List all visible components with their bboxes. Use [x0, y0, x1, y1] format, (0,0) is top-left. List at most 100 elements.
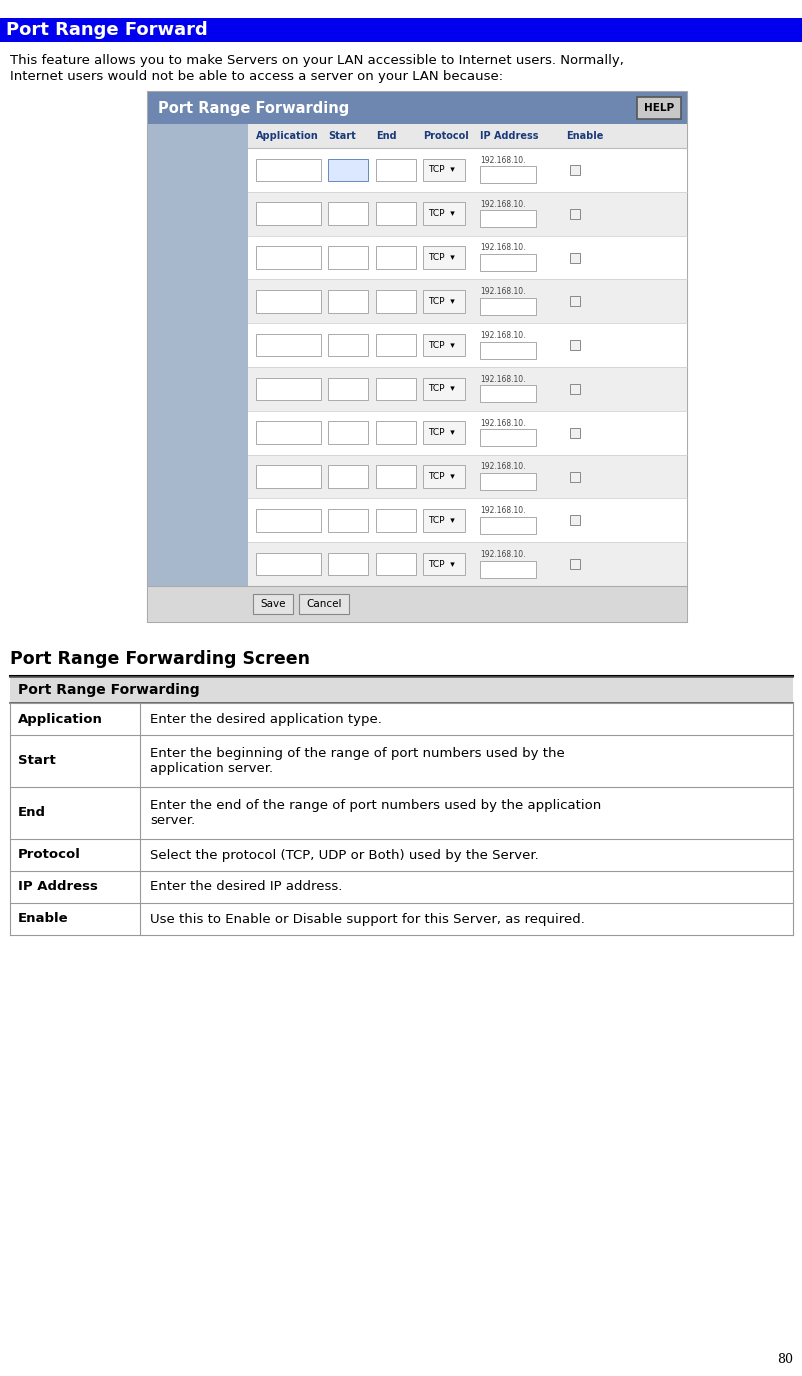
Bar — [423, 465, 464, 488]
Bar — [423, 421, 464, 444]
Bar — [256, 509, 321, 531]
Bar — [327, 465, 367, 488]
Bar — [423, 246, 464, 268]
Bar — [327, 158, 367, 182]
Bar — [248, 411, 687, 454]
Text: Enter the end of the range of port numbers used by the application: Enter the end of the range of port numbe… — [150, 799, 601, 812]
Bar — [480, 166, 535, 183]
Text: End: End — [18, 806, 46, 820]
Text: TCP  ▾: TCP ▾ — [427, 341, 454, 350]
Text: TCP  ▾: TCP ▾ — [427, 560, 454, 568]
Bar — [569, 165, 579, 175]
Bar — [375, 334, 415, 356]
Bar — [248, 498, 687, 542]
Text: Save: Save — [260, 599, 286, 610]
Bar — [0, 18, 802, 43]
Bar — [569, 384, 579, 394]
Bar — [327, 377, 367, 400]
Bar — [423, 334, 464, 356]
Text: Application: Application — [256, 131, 318, 140]
Bar — [636, 96, 680, 118]
Text: 192.168.10.: 192.168.10. — [480, 418, 525, 428]
Bar — [248, 279, 687, 323]
Bar — [327, 553, 367, 575]
Bar — [375, 509, 415, 531]
Bar — [375, 246, 415, 268]
Bar — [10, 703, 140, 735]
Bar — [248, 191, 687, 235]
Bar — [256, 158, 321, 182]
Text: This feature allows you to make Servers on your LAN accessible to Internet users: This feature allows you to make Servers … — [10, 54, 623, 67]
Bar — [10, 735, 140, 787]
Text: TCP  ▾: TCP ▾ — [427, 472, 454, 482]
Bar — [10, 787, 140, 839]
Bar — [140, 871, 792, 903]
Text: Internet users would not be able to access a server on your LAN because:: Internet users would not be able to acce… — [10, 70, 503, 83]
Text: 192.168.10.: 192.168.10. — [480, 200, 525, 209]
Bar — [480, 385, 535, 402]
Bar — [375, 158, 415, 182]
Text: TCP  ▾: TCP ▾ — [427, 253, 454, 261]
Text: Enter the desired IP address.: Enter the desired IP address. — [150, 881, 342, 893]
Text: Use this to Enable or Disable support for this Server, as required.: Use this to Enable or Disable support fo… — [150, 912, 584, 926]
Text: IP Address: IP Address — [18, 881, 98, 893]
Bar — [140, 903, 792, 936]
Bar — [256, 377, 321, 400]
Bar — [480, 255, 535, 271]
Text: 192.168.10.: 192.168.10. — [480, 332, 525, 340]
Bar — [569, 472, 579, 482]
Text: 80: 80 — [776, 1353, 792, 1366]
Bar — [480, 429, 535, 446]
Text: TCP  ▾: TCP ▾ — [427, 297, 454, 305]
Text: TCP  ▾: TCP ▾ — [427, 209, 454, 219]
Bar — [248, 367, 687, 411]
Bar — [375, 421, 415, 444]
Bar — [248, 124, 687, 622]
Bar — [140, 839, 792, 871]
Bar — [140, 787, 792, 839]
Bar — [327, 202, 367, 226]
Bar — [10, 903, 140, 936]
Text: 192.168.10.: 192.168.10. — [480, 462, 525, 472]
Text: End: End — [375, 131, 396, 140]
Bar — [256, 246, 321, 268]
Text: Enable: Enable — [18, 912, 68, 926]
Text: application server.: application server. — [150, 762, 273, 775]
Bar — [423, 202, 464, 226]
Bar — [327, 290, 367, 312]
Bar — [256, 334, 321, 356]
Text: Enable: Enable — [565, 131, 602, 140]
Text: Protocol: Protocol — [18, 849, 81, 861]
Text: Application: Application — [18, 713, 103, 725]
Text: 192.168.10.: 192.168.10. — [480, 288, 525, 296]
Bar — [423, 553, 464, 575]
Text: Cancel: Cancel — [306, 599, 342, 610]
Text: server.: server. — [150, 815, 195, 827]
Bar — [480, 341, 535, 359]
Text: Port Range Forwarding: Port Range Forwarding — [18, 682, 200, 698]
Text: Protocol: Protocol — [423, 131, 468, 140]
Bar — [327, 509, 367, 531]
Bar — [569, 296, 579, 307]
Bar — [148, 124, 248, 622]
Bar — [569, 209, 579, 219]
Bar — [148, 92, 687, 124]
Text: Enter the desired application type.: Enter the desired application type. — [150, 713, 382, 725]
Bar — [375, 290, 415, 312]
Bar — [298, 594, 349, 614]
Bar — [327, 334, 367, 356]
Text: Start: Start — [327, 131, 355, 140]
Bar — [253, 594, 293, 614]
Bar — [10, 677, 792, 703]
Text: TCP  ▾: TCP ▾ — [427, 384, 454, 394]
Bar — [10, 871, 140, 903]
Bar — [375, 553, 415, 575]
Text: Start: Start — [18, 754, 55, 768]
Text: 192.168.10.: 192.168.10. — [480, 550, 525, 559]
Text: Enter the beginning of the range of port numbers used by the: Enter the beginning of the range of port… — [150, 747, 564, 760]
Bar — [256, 465, 321, 488]
Bar — [248, 323, 687, 367]
Bar — [148, 586, 687, 622]
Bar — [140, 703, 792, 735]
Bar — [423, 377, 464, 400]
